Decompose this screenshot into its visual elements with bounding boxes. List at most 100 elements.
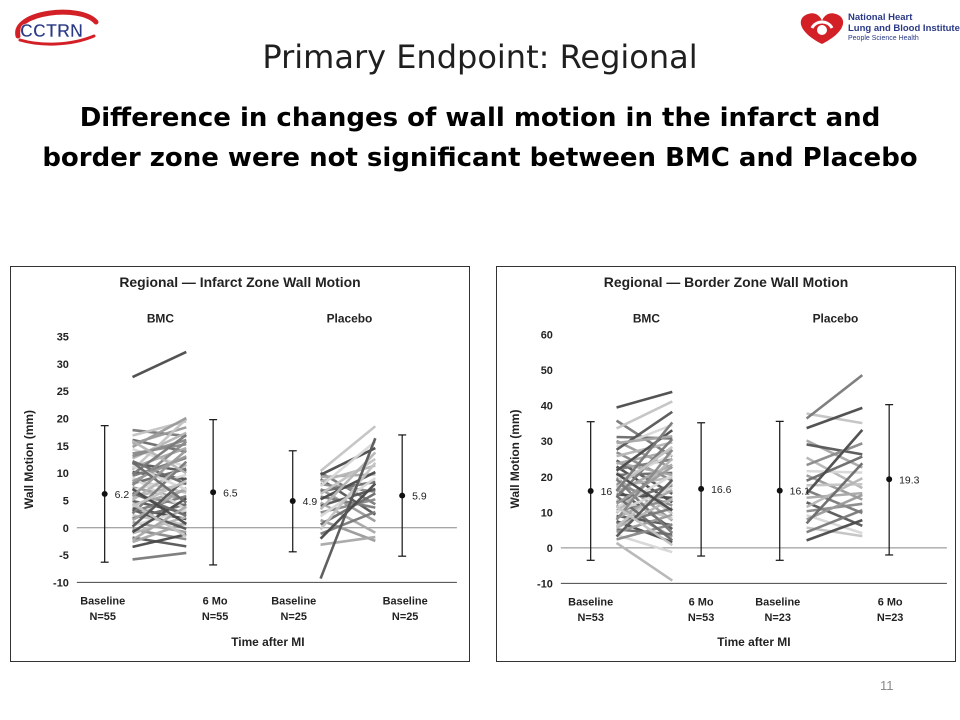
patient-line [616,390,673,409]
baseline-mean-point [289,498,296,505]
baseline-n-label: N=55 [89,611,115,623]
cctrn-logo-swoosh [18,34,96,46]
y-tick-label: 50 [541,365,553,377]
patient-line [131,497,187,534]
nhlbi-logo [800,13,844,44]
y-tick-label: 60 [541,330,553,342]
slide-subtitle: Difference in changes of wall motion in … [42,103,918,173]
patient-line [616,434,673,445]
y-axis-label: Wall Motion (mm) [508,410,522,509]
patient-line [131,502,187,538]
cctrn-logo-arc [15,9,99,39]
patient-line [615,410,674,451]
patient-line [615,478,674,534]
patient-line [131,350,187,379]
y-tick-label: -10 [537,578,553,590]
patient-line [805,462,864,525]
patient-line [131,455,187,483]
patient-line [616,507,673,525]
patient-line [319,437,377,580]
baseline-mean-label: 16.1 [790,487,811,498]
chart-title: Regional — Border Zone Wall Motion [604,274,848,290]
patient-line [806,518,863,542]
group-label-placebo: Placebo [327,312,373,326]
patient-line [131,461,188,504]
baseline-mean-point [101,490,108,497]
baseline-x-label: Baseline [755,596,800,608]
y-tick-label: 0 [547,543,553,555]
followup-mean-label: 5.9 [412,492,427,503]
patient-line [806,493,863,521]
patient-line [615,479,674,538]
patient-line [806,513,863,535]
patient-line [806,491,863,500]
baseline-x-label: Baseline [80,595,125,607]
followup-mean-point [210,489,217,496]
patient-line [806,455,863,482]
patient-line [615,541,673,582]
patient-line [615,421,674,492]
y-tick-label: 30 [57,359,69,371]
chart-title: Regional — Infarct Zone Wall Motion [119,274,360,290]
y-tick-label: 10 [541,507,553,519]
x-axis-label: Time after MI [231,635,304,649]
baseline-mean-label: 6.2 [115,490,130,501]
patient-line [131,439,187,475]
patient-line [320,535,376,546]
border-zone-chart: Regional — Border Zone Wall Motion 60 50 40… [508,274,947,649]
y-tick-label: 25 [57,386,69,398]
patient-line [320,446,376,476]
baseline-mean-point [587,488,594,494]
group-label-bmc: BMC [147,312,175,326]
y-tick-label: 30 [541,436,553,448]
baseline-mean-label: 4.9 [303,497,318,508]
followup-mean-label: 19.3 [899,475,920,486]
patient-line [806,443,863,456]
followup-mean-point [399,492,406,499]
y-tick-label: 20 [541,472,553,484]
followup-mean-point [698,485,705,492]
followup-mean-label: 6.5 [223,488,238,499]
y-tick-label: 5 [63,495,69,507]
patient-line [320,482,376,494]
patient-line [320,470,376,501]
infarct-zone-chart-panel: Regional — Infarct Zone Wall Motion 35 30 2… [10,266,470,662]
y-tick-label: 10 [57,468,69,480]
patient-line [319,501,376,534]
followup-n-label: N=23 [877,612,903,624]
patient-line [616,476,673,488]
patient-line [132,533,187,549]
y-tick-label: 15 [57,441,69,453]
patient-line [615,448,674,521]
patient-line [616,513,673,534]
patient-line [131,460,188,515]
patient-line [806,442,863,467]
patient-line [806,501,863,528]
cctrn-logo: CCTRN [15,9,99,46]
patient-line [131,505,187,541]
group-label-bmc: BMC [633,312,661,326]
patient-line [131,449,188,498]
followup-mean-label: 16.6 [711,485,732,496]
baseline-x-label: Baseline [568,596,613,608]
patient-line [319,425,377,472]
slide-title: Primary Endpoint: Regional [262,38,698,76]
patient-line [132,551,187,561]
patient-line [806,406,863,430]
patient-line [131,416,187,449]
followup-x-label: 6 Mo [203,595,228,607]
followup-n-label: N=25 [392,611,418,623]
baseline-mean-label: 16 [601,487,613,498]
patient-line [131,487,187,526]
patient-line [615,505,674,547]
group-label-placebo: Placebo [813,312,859,326]
nhlbi-logo-text: National Heart Lung and Blood Institute … [848,12,960,42]
patient-line [616,493,673,500]
followup-x-label: Baseline [383,595,428,607]
y-tick-label: 20 [57,414,69,426]
y-tick-label: 40 [541,401,553,413]
patient-line [806,508,863,534]
patient-line [615,400,673,430]
patient-line [805,429,864,495]
patient-line [806,474,863,501]
